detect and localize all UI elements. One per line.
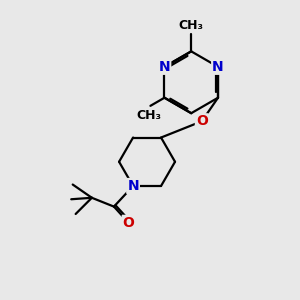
Text: CH₃: CH₃ xyxy=(136,109,161,122)
Text: CH₃: CH₃ xyxy=(179,19,204,32)
Text: O: O xyxy=(123,216,135,230)
Text: N: N xyxy=(212,60,224,74)
Text: O: O xyxy=(196,114,208,128)
Text: N: N xyxy=(127,179,139,193)
Text: N: N xyxy=(159,60,170,74)
